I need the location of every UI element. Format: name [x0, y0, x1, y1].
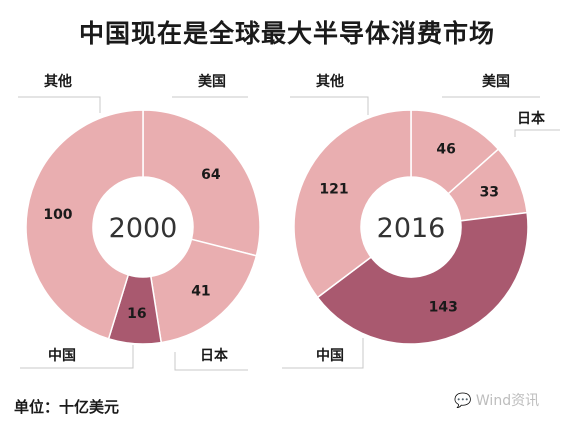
slice-美国 — [142, 109, 261, 257]
donut-hole — [94, 178, 192, 276]
slice-value-label: 121 — [319, 182, 348, 198]
category-label: 美国 — [198, 73, 226, 90]
watermark: 💬 Wind资讯 — [454, 390, 539, 410]
leader-line — [20, 345, 134, 369]
donut-hole — [362, 178, 460, 276]
slice-value-label: 33 — [480, 184, 499, 200]
leader-line — [174, 352, 248, 371]
unit-label: 单位：十亿美元 — [14, 398, 120, 416]
category-label: 其他 — [44, 73, 72, 90]
leader-line — [18, 96, 101, 113]
watermark-text: Wind资讯 — [475, 393, 540, 409]
slice-value-label: 41 — [191, 284, 210, 300]
wechat-icon: 💬 — [454, 393, 472, 409]
slice-value-label: 100 — [43, 207, 72, 223]
category-label: 日本 — [200, 347, 229, 364]
leader-line — [290, 96, 369, 115]
slice-value-label: 64 — [201, 167, 221, 183]
category-label: 中国 — [316, 347, 344, 364]
chart-title: 中国现在是全球最大半导体消费市场 — [78, 19, 495, 48]
category-label: 中国 — [48, 347, 76, 364]
slice-value-label: 46 — [436, 142, 455, 158]
slice-其他 — [293, 109, 412, 299]
leader-line — [514, 129, 560, 137]
category-label: 其他 — [316, 73, 344, 90]
category-label: 日本 — [517, 110, 546, 127]
slice-其他 — [25, 109, 144, 340]
slice-value-label: 143 — [429, 300, 458, 316]
slice-日本 — [149, 238, 258, 344]
slice-中国 — [316, 211, 529, 345]
slice-value-label: 16 — [127, 306, 146, 322]
center-year-label: 2000 — [109, 213, 178, 244]
center-year-label: 2016 — [377, 213, 446, 244]
leader-line — [282, 338, 364, 369]
category-label: 美国 — [482, 73, 510, 90]
